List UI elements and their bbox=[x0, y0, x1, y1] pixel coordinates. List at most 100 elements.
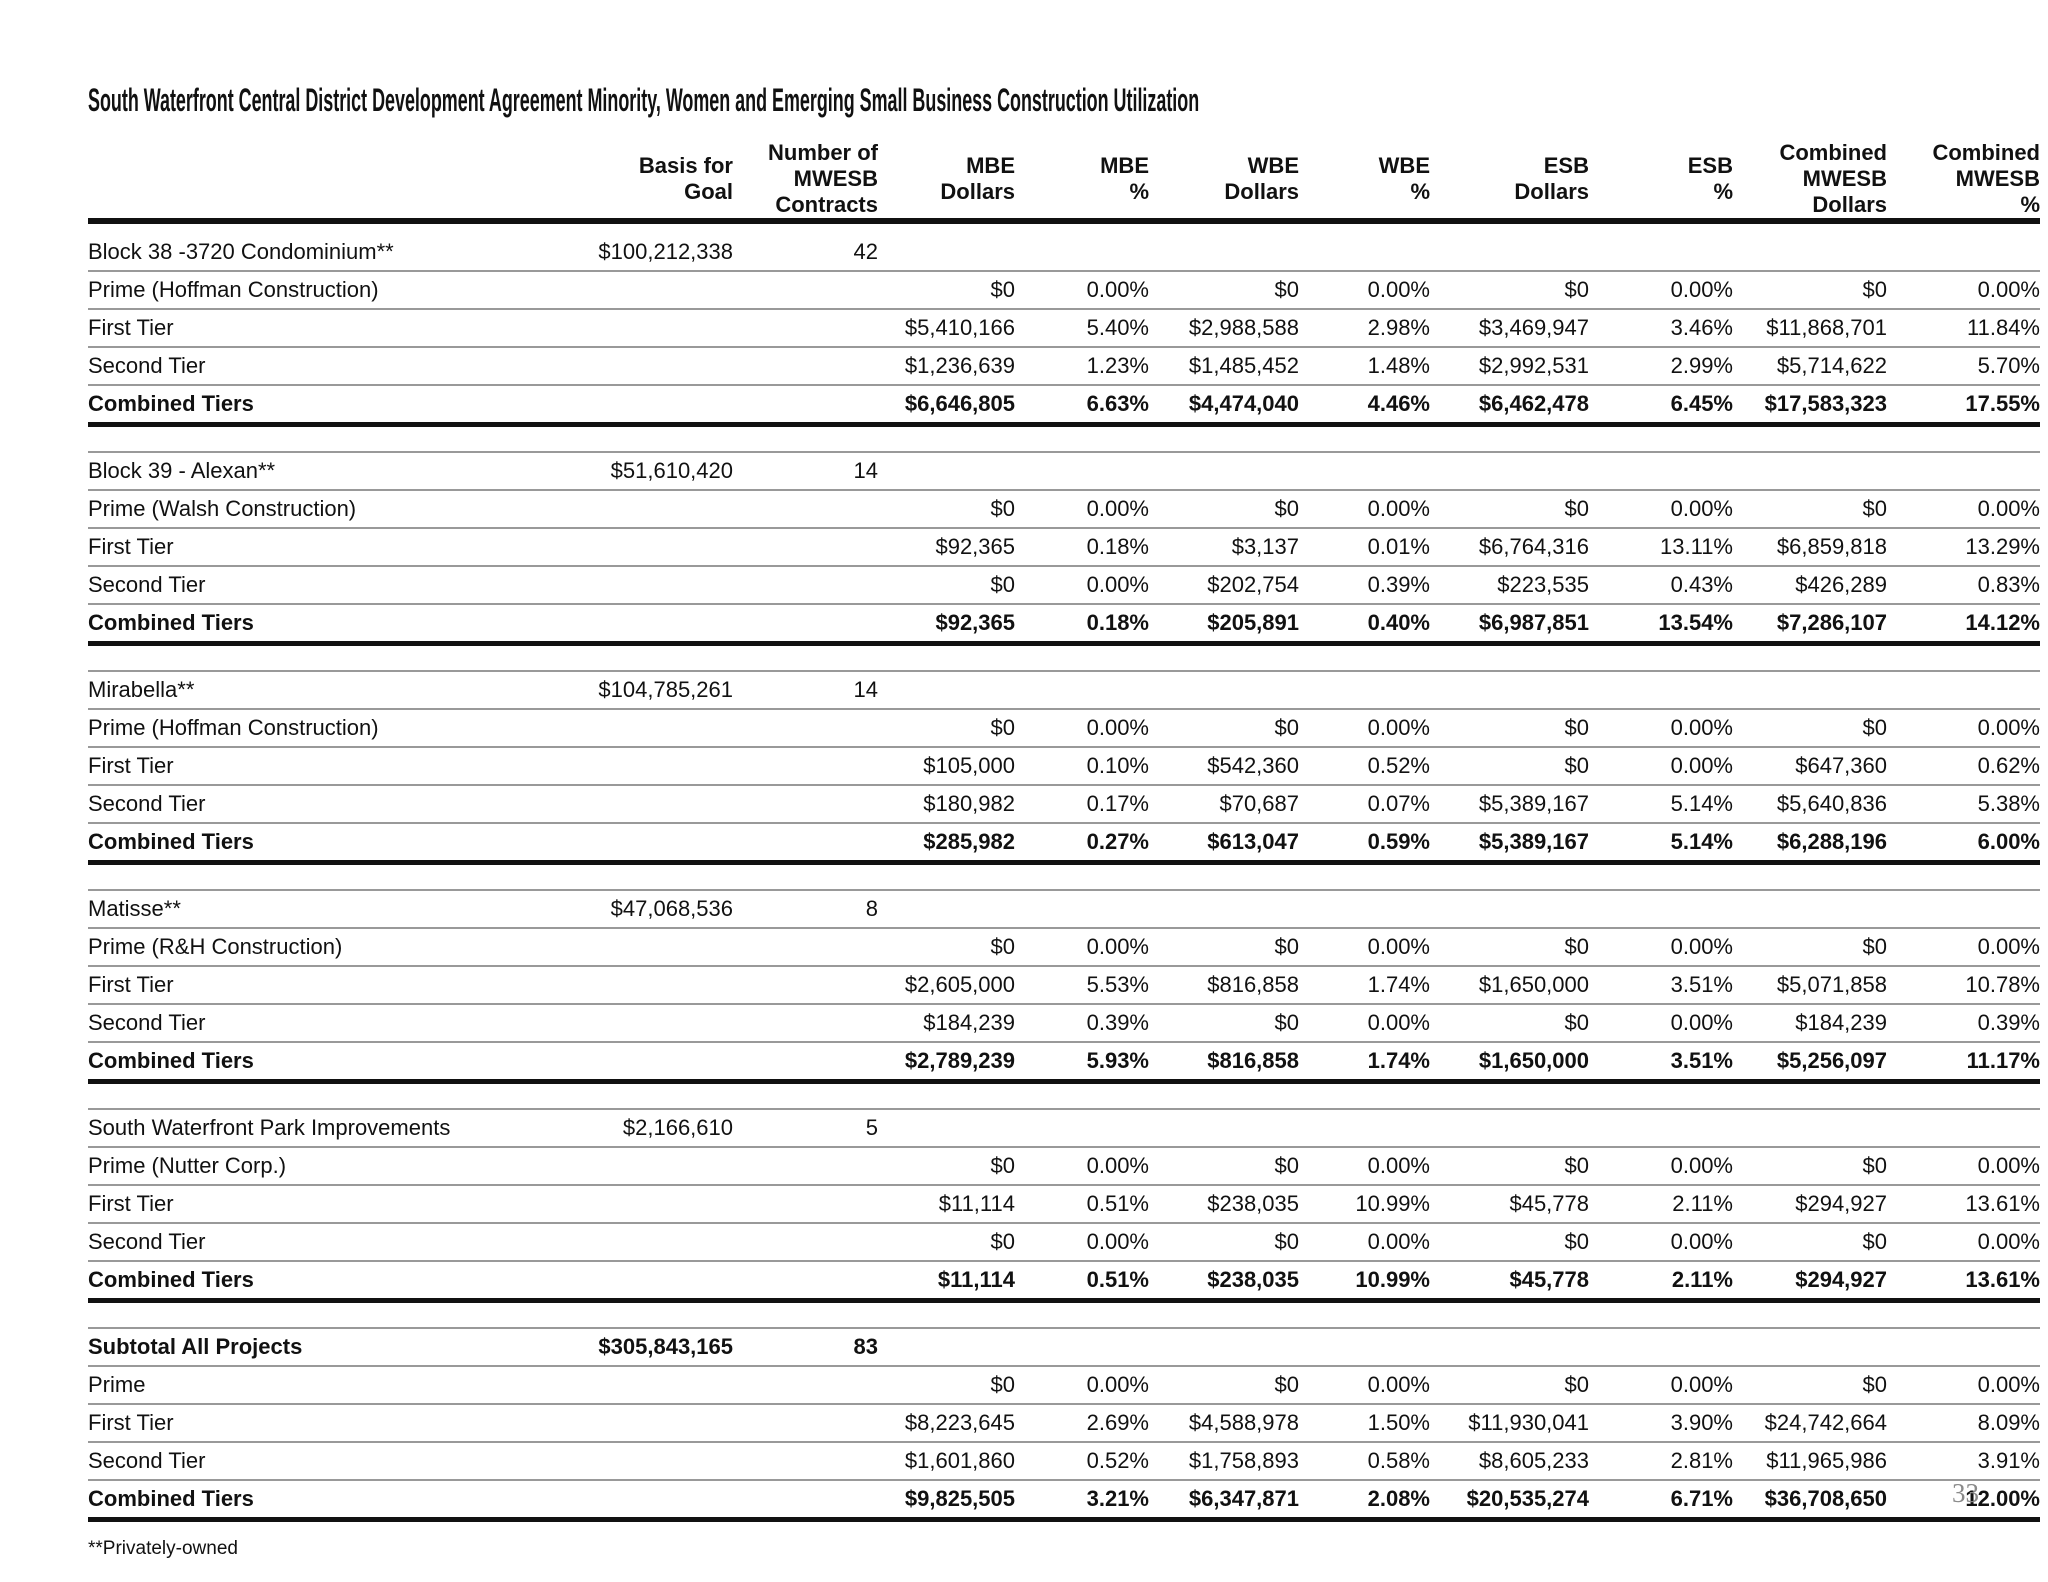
cell-esb_pct: 0.00% bbox=[1589, 1004, 1733, 1043]
cell-mbe_pct: 5.53% bbox=[1015, 966, 1149, 1005]
cell-empty bbox=[1733, 451, 1887, 491]
cell-wbe_pct: 4.46% bbox=[1299, 385, 1430, 427]
cell-combined_pct: 0.00% bbox=[1887, 490, 2040, 529]
cell-mbe_pct: 0.39% bbox=[1015, 1004, 1149, 1043]
cell-empty bbox=[878, 1327, 1015, 1367]
column-header-mbe_pct: MBE% bbox=[1015, 140, 1149, 224]
column-header-line: Dollars bbox=[1514, 179, 1589, 204]
column-header-line: MWESB bbox=[793, 166, 878, 191]
row-label: Second Tier bbox=[88, 785, 543, 824]
tier-row: First Tier $11,114 0.51% $238,035 10.99% $45,… bbox=[88, 1185, 2040, 1224]
cell-mbe_pct: 0.18% bbox=[1015, 604, 1149, 646]
cell-wbe_dollars: $1,485,452 bbox=[1149, 347, 1299, 386]
cell-combined_dollars: $11,965,986 bbox=[1733, 1442, 1887, 1481]
cell-esb_pct: 2.11% bbox=[1589, 1261, 1733, 1303]
cell-combined_dollars: $184,239 bbox=[1733, 1004, 1887, 1043]
cell-empty bbox=[1299, 234, 1430, 272]
cell-combined_pct: 11.84% bbox=[1887, 309, 2040, 348]
cell-mbe_dollars: $2,605,000 bbox=[878, 966, 1015, 1005]
cell-combined_dollars: $24,742,664 bbox=[1733, 1404, 1887, 1443]
project-name: Matisse** bbox=[88, 889, 543, 929]
cell-wbe_pct: 0.39% bbox=[1299, 566, 1430, 605]
cell-empty bbox=[733, 823, 878, 865]
cell-wbe_dollars: $205,891 bbox=[1149, 604, 1299, 646]
combined-tiers-row: Combined Tiers $9,825,505 3.21% $6,347,871 2… bbox=[88, 1480, 2040, 1522]
cell-empty bbox=[1299, 451, 1430, 491]
cell-combined_pct: 12.00% bbox=[1887, 1480, 2040, 1522]
cell-esb_pct: 0.00% bbox=[1589, 1366, 1733, 1405]
cell-empty bbox=[733, 747, 878, 786]
cell-empty bbox=[1733, 234, 1887, 272]
cell-empty bbox=[1733, 889, 1887, 929]
row-label: First Tier bbox=[88, 966, 543, 1005]
column-header-line: Dollars bbox=[940, 179, 1015, 204]
cell-contracts: 14 bbox=[733, 451, 878, 491]
cell-combined_pct: 8.09% bbox=[1887, 1404, 2040, 1443]
cell-empty bbox=[1015, 1108, 1149, 1148]
block-spacer bbox=[88, 863, 2040, 891]
cell-combined_pct: 10.78% bbox=[1887, 966, 2040, 1005]
cell-mbe_dollars: $92,365 bbox=[878, 528, 1015, 567]
cell-empty bbox=[1887, 889, 2040, 929]
cell-wbe_pct: 1.74% bbox=[1299, 1042, 1430, 1084]
row-label: Second Tier bbox=[88, 1442, 543, 1481]
project-name: Mirabella** bbox=[88, 670, 543, 710]
cell-basis: $51,610,420 bbox=[543, 451, 733, 491]
cell-combined_pct: 13.61% bbox=[1887, 1261, 2040, 1303]
cell-empty bbox=[733, 528, 878, 567]
column-header-line: % bbox=[1410, 179, 1430, 204]
cell-combined_dollars: $6,288,196 bbox=[1733, 823, 1887, 865]
cell-mbe_pct: 0.00% bbox=[1015, 271, 1149, 310]
cell-empty bbox=[1430, 670, 1589, 710]
cell-empty bbox=[1733, 1108, 1887, 1148]
cell-esb_dollars: $5,389,167 bbox=[1430, 785, 1589, 824]
cell-empty bbox=[1015, 1327, 1149, 1367]
row-label: Prime (Hoffman Construction) bbox=[88, 271, 543, 310]
cell-esb_pct: 3.51% bbox=[1589, 966, 1733, 1005]
block-spacer bbox=[88, 425, 2040, 453]
cell-mbe_dollars: $180,982 bbox=[878, 785, 1015, 824]
cell-mbe_dollars: $9,825,505 bbox=[878, 1480, 1015, 1522]
column-header-line: WBE bbox=[1378, 153, 1430, 178]
cell-empty bbox=[1430, 1327, 1589, 1367]
column-header-line: Combined bbox=[1932, 140, 2040, 165]
cell-wbe_dollars: $238,035 bbox=[1149, 1261, 1299, 1303]
column-header-combined_pct: Combined MWESB% bbox=[1887, 140, 2040, 224]
cell-mbe_pct: 2.69% bbox=[1015, 1404, 1149, 1443]
cell-empty bbox=[1430, 451, 1589, 491]
cell-esb_dollars: $0 bbox=[1430, 271, 1589, 310]
cell-wbe_dollars: $816,858 bbox=[1149, 1042, 1299, 1084]
cell-mbe_dollars: $0 bbox=[878, 709, 1015, 748]
cell-wbe_pct: 1.50% bbox=[1299, 1404, 1430, 1443]
cell-wbe_pct: 1.48% bbox=[1299, 347, 1430, 386]
cell-empty bbox=[543, 1185, 733, 1224]
row-label: First Tier bbox=[88, 309, 543, 348]
tier-row: Prime (Hoffman Construction) $0 0.00% $0 0.0… bbox=[88, 709, 2040, 748]
cell-combined_pct: 3.91% bbox=[1887, 1442, 2040, 1481]
tier-row: Second Tier $1,601,860 0.52% $1,758,893 0.58… bbox=[88, 1442, 2040, 1481]
cell-mbe_dollars: $6,646,805 bbox=[878, 385, 1015, 427]
cell-empty bbox=[733, 347, 878, 386]
cell-esb_dollars: $20,535,274 bbox=[1430, 1480, 1589, 1522]
page-title: South Waterfront Central District Develo… bbox=[88, 82, 1200, 118]
cell-empty bbox=[1589, 234, 1733, 272]
column-header-esb_pct: ESB% bbox=[1589, 140, 1733, 224]
cell-empty bbox=[543, 1223, 733, 1262]
cell-combined_dollars: $0 bbox=[1733, 1223, 1887, 1262]
cell-combined_dollars: $0 bbox=[1733, 271, 1887, 310]
cell-esb_dollars: $0 bbox=[1430, 1147, 1589, 1186]
cell-esb_dollars: $1,650,000 bbox=[1430, 1042, 1589, 1084]
cell-mbe_dollars: $0 bbox=[878, 271, 1015, 310]
spacer-cell bbox=[88, 863, 2040, 891]
cell-combined_dollars: $5,256,097 bbox=[1733, 1042, 1887, 1084]
cell-basis: $2,166,610 bbox=[543, 1108, 733, 1148]
cell-empty bbox=[733, 566, 878, 605]
row-label: Second Tier bbox=[88, 1004, 543, 1043]
cell-wbe_dollars: $3,137 bbox=[1149, 528, 1299, 567]
cell-empty bbox=[733, 785, 878, 824]
cell-mbe_pct: 3.21% bbox=[1015, 1480, 1149, 1522]
cell-mbe_dollars: $105,000 bbox=[878, 747, 1015, 786]
cell-combined_pct: 0.83% bbox=[1887, 566, 2040, 605]
cell-wbe_dollars: $613,047 bbox=[1149, 823, 1299, 865]
cell-basis: $100,212,338 bbox=[543, 234, 733, 272]
